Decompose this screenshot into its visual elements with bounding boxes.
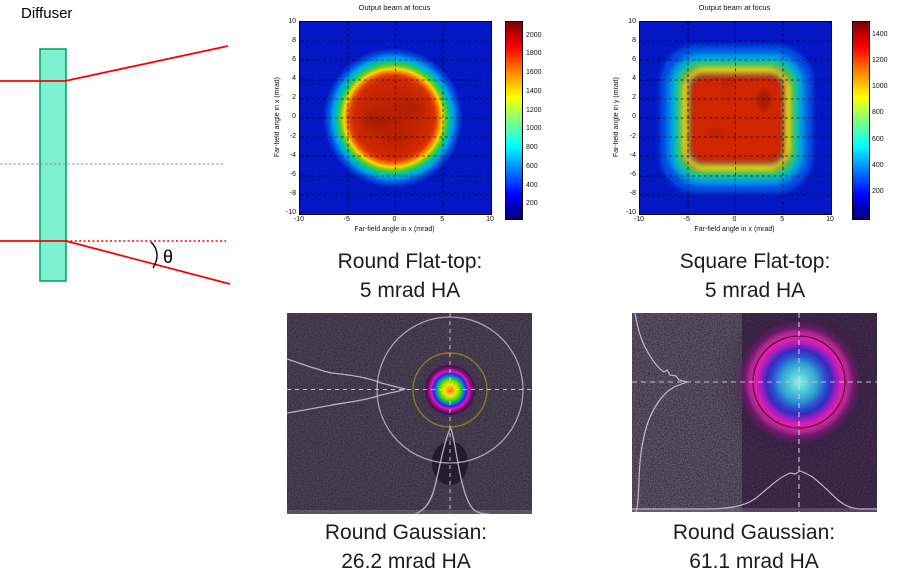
x-tick-label: -10 <box>633 215 645 223</box>
plot2-y-tick-labels: 10 8 6 4 2 0 -2 -4 -6 -8 -10 <box>619 18 636 217</box>
camera-image-2 <box>632 313 877 512</box>
plot2-x-axis-label: Far-field angle in x (mrad) <box>694 226 775 233</box>
plot1-axis-area <box>299 21 492 215</box>
colorbar-tick-label: 1400 <box>526 87 542 95</box>
y-tick-label: -2 <box>289 132 296 140</box>
plot1-gridlines <box>300 22 491 214</box>
x-tick-label: -5 <box>343 215 350 223</box>
profile-curve-vertical <box>414 428 490 514</box>
colorbar-tick-label: 2000 <box>526 31 542 39</box>
y-tick-label: -6 <box>629 171 636 178</box>
plot1-y-tick-labels: 10 8 6 4 2 0 -2 -4 -6 -8 -10 <box>279 18 296 217</box>
plot1-colorbar <box>505 21 523 220</box>
plot2-heatmap-svg <box>640 22 831 214</box>
y-tick-label: -10 <box>285 209 296 217</box>
plot1-colorbar-labels: 2000 1800 1600 1400 1200 1000 800 600 40… <box>526 32 560 208</box>
colorbar-tick-label: 200 <box>872 188 884 196</box>
colorbar-tick-label: 1400 <box>872 30 888 38</box>
caption-line-2: 26.2 mrad HA <box>341 550 471 573</box>
plot1-heatmap-svg <box>300 22 491 214</box>
caption-line-1: Square Flat-top: <box>679 250 831 273</box>
colorbar-tick-label: 400 <box>526 181 538 189</box>
diffuser-diagram-svg: θ <box>0 45 231 285</box>
caption-line-1: Round Gaussian: <box>672 521 836 544</box>
camera2-bottom-strip <box>632 508 877 512</box>
y-tick-label: -8 <box>289 190 296 198</box>
diverged-ray-top <box>64 45 229 82</box>
y-tick-label: 4 <box>292 75 296 83</box>
caption-square-flattop: Square Flat-top: 5 mrad HA <box>640 247 870 305</box>
profile-curve-bottom <box>632 470 877 510</box>
plot2-title: Output beam at focus <box>698 3 771 12</box>
y-tick-label: 8 <box>292 36 296 44</box>
colorbar-tick-label: 1000 <box>872 83 888 91</box>
gaussian-beam-spot-2 <box>737 320 861 444</box>
y-tick-label: 8 <box>632 36 636 44</box>
y-tick-label: -10 <box>625 209 636 217</box>
caption-line-2: 5 mrad HA <box>359 279 461 302</box>
plot2-axis-area <box>639 21 832 215</box>
camera1-noise-purple <box>287 313 532 514</box>
colorbar-tick-label: 800 <box>872 109 884 117</box>
y-tick-label: -2 <box>629 132 636 140</box>
profile-curve-horizontal <box>287 358 408 414</box>
colorbar-tick-label: 800 <box>526 144 538 152</box>
theta-label: θ <box>163 247 173 267</box>
y-tick-label: 4 <box>632 75 636 83</box>
colorbar-tick-label: 1200 <box>872 56 888 64</box>
caption-line-1: Round Flat-top: <box>337 250 483 273</box>
plot2-gridlines <box>640 22 831 214</box>
plot2-colorbar-labels: 1400 1200 1000 800 600 400 200 <box>872 31 900 196</box>
y-tick-label: -8 <box>629 190 636 198</box>
colorbar-tick-label: 1200 <box>526 106 542 114</box>
caption-round-gaussian-1: Round Gaussian: 26.2 mrad HA <box>291 518 521 576</box>
y-tick-label: 10 <box>628 17 636 25</box>
x-tick-label: -10 <box>293 215 305 223</box>
caption-line-2: 5 mrad HA <box>704 279 806 302</box>
camera1-bottom-strip <box>287 510 532 514</box>
y-tick-label: 6 <box>632 55 636 63</box>
diffuser-title: Diffuser <box>21 5 73 22</box>
y-tick-label: 2 <box>292 94 296 102</box>
x-tick-label: 5 <box>440 215 445 223</box>
y-tick-label: 0 <box>292 113 296 121</box>
x-tick-label: 0 <box>392 215 397 223</box>
camera-image-1 <box>287 313 532 514</box>
profile-curve-left <box>634 313 690 512</box>
diffuser-glass <box>39 48 67 282</box>
colorbar-tick-label: 600 <box>872 135 884 143</box>
colorbar-tick-label: 1800 <box>526 50 542 58</box>
caption-line-1: Round Gaussian: <box>324 521 488 544</box>
beam-texture-blotches <box>362 100 423 147</box>
colorbar-tick-label: 200 <box>526 200 538 208</box>
caption-round-flattop: Round Flat-top: 5 mrad HA <box>295 247 525 305</box>
y-tick-label: -4 <box>289 151 296 159</box>
y-tick-label: 2 <box>632 94 636 102</box>
plot2-colorbar <box>852 21 870 220</box>
diverged-ray-bottom <box>65 240 231 285</box>
y-tick-label: -6 <box>289 171 296 178</box>
caption-round-gaussian-2: Round Gaussian: 61.1 mrad HA <box>639 518 869 576</box>
plot1-title: Output beam at focus <box>358 3 431 12</box>
x-tick-label: 10 <box>486 215 494 223</box>
colorbar-tick-label: 400 <box>872 162 884 170</box>
y-tick-label: 10 <box>288 17 296 25</box>
colorbar-tick-label: 600 <box>526 162 538 170</box>
y-tick-label: 0 <box>632 113 636 121</box>
plot1-x-axis-label: Far-field angle in x (mrad) <box>354 226 435 233</box>
y-tick-label: -4 <box>629 151 636 159</box>
square-flattop-beam <box>660 45 813 193</box>
colorbar-tick-label: 1000 <box>526 125 542 133</box>
caption-line-2: 61.1 mrad HA <box>689 550 819 573</box>
plot2-x-tick-labels: -10 -5 0 5 10 <box>634 215 834 225</box>
y-tick-label: 6 <box>292 55 296 63</box>
x-tick-label: 10 <box>826 215 834 223</box>
theta-arc <box>150 241 158 269</box>
plot1-x-tick-labels: -10 -5 0 5 10 <box>294 215 494 225</box>
x-tick-label: 5 <box>780 215 785 223</box>
colorbar-tick-label: 1600 <box>526 69 542 77</box>
x-tick-label: -5 <box>683 215 690 223</box>
x-tick-label: 0 <box>732 215 737 223</box>
